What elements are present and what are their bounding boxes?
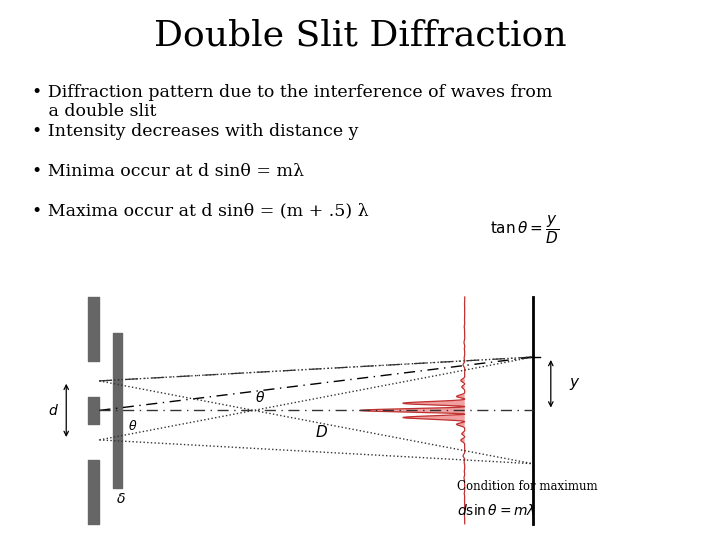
- Text: $y$: $y$: [569, 376, 580, 392]
- Text: • Diffraction pattern due to the interference of waves from
   a double slit: • Diffraction pattern due to the interfe…: [32, 84, 553, 120]
- Text: $\theta$: $\theta$: [256, 390, 266, 406]
- Text: $\delta$: $\delta$: [117, 492, 126, 506]
- Text: Double Slit Diffraction: Double Slit Diffraction: [153, 19, 567, 53]
- Text: • Intensity decreases with distance y: • Intensity decreases with distance y: [32, 123, 359, 140]
- Text: $d$: $d$: [48, 403, 59, 418]
- Text: $D$: $D$: [315, 424, 328, 440]
- Text: $\theta$: $\theta$: [128, 419, 138, 433]
- Text: Condition for maximum: Condition for maximum: [457, 480, 598, 492]
- Text: $\tan\theta = \dfrac{y}{D}$: $\tan\theta = \dfrac{y}{D}$: [490, 213, 559, 246]
- Text: • Minima occur at d sinθ = mλ: • Minima occur at d sinθ = mλ: [32, 163, 305, 179]
- Text: $d\sin\theta = m\lambda$: $d\sin\theta = m\lambda$: [457, 503, 536, 518]
- Text: • Maxima occur at d sinθ = (m + .5) λ: • Maxima occur at d sinθ = (m + .5) λ: [32, 202, 369, 219]
